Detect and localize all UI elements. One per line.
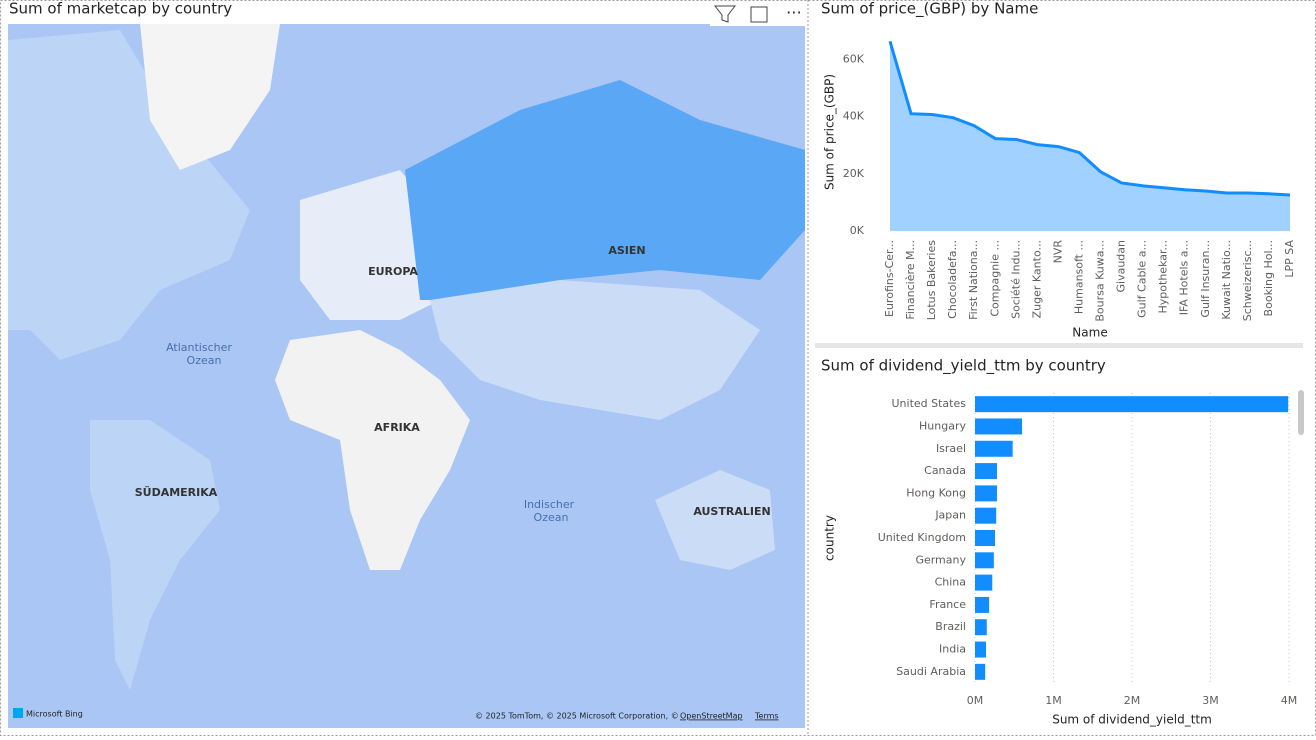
x-tick-label: Chocoladefa... <box>946 240 959 319</box>
bing-brand: Microsoft Bing <box>26 710 83 719</box>
bar <box>975 552 994 569</box>
x-tick-label: Hypothekar... <box>1157 240 1170 313</box>
map-label: SÜDAMERIKA <box>135 485 218 499</box>
x-tick-label: Boursa Kuwa... <box>1094 240 1107 322</box>
map-label: AUSTRALIEN <box>693 505 770 518</box>
greenland <box>140 24 280 170</box>
australia <box>655 470 775 570</box>
map-land <box>8 24 805 690</box>
x-axis-title: Sum of dividend_yield_ttm <box>1052 713 1212 727</box>
y-tick-label: Canada <box>924 464 966 477</box>
visual-header: ⋯ <box>710 2 806 26</box>
y-tick-label: Israel <box>936 442 966 455</box>
x-tick-label: 0M <box>967 694 984 707</box>
bar <box>975 507 997 524</box>
x-tick-label: Kuwait Natio... <box>1220 240 1233 320</box>
x-tick-label: LPP SA <box>1283 240 1296 278</box>
y-tick-label: India <box>939 643 966 656</box>
y-tick-label: United States <box>892 397 967 410</box>
south-america <box>90 420 220 690</box>
y-tick-label: 40K <box>843 110 865 123</box>
x-tick-label: Société Indu... <box>1009 240 1022 319</box>
x-tick-label: Gulf Cable a... <box>1136 240 1149 318</box>
x-tick-label: Financière M... <box>904 240 917 320</box>
map-label: EUROPA <box>368 265 418 278</box>
map-label: AFRIKA <box>374 421 420 434</box>
bar <box>975 396 1289 413</box>
attribution: © 2025 TomTom, © 2025 Microsoft Corporat… <box>475 712 679 721</box>
x-tick-label: 1M <box>1045 694 1062 707</box>
ocean-label: Ozean <box>534 511 569 524</box>
ocean-label: Atlantischer <box>166 341 232 354</box>
bar <box>975 574 993 591</box>
x-tick-label: Humansoft ... <box>1072 240 1085 314</box>
x-tick-label: Compagnie ... <box>988 240 1001 317</box>
focus-icon[interactable] <box>750 6 768 23</box>
bar <box>975 641 986 658</box>
scrollbar[interactable] <box>815 343 1303 348</box>
area <box>890 41 1290 231</box>
y-tick-label: China <box>935 576 966 589</box>
y-tick-label: 60K <box>843 52 865 65</box>
bing-logo <box>13 708 23 718</box>
y-tick-label: Germany <box>915 553 966 566</box>
bar <box>975 440 1013 457</box>
bar <box>975 619 987 636</box>
y-tick-label: Brazil <box>935 620 966 633</box>
x-tick-label: Booking Hol... <box>1262 240 1275 316</box>
x-tick-label: Givaudan <box>1115 240 1128 293</box>
map-title: Sum of marketcap by country <box>9 0 232 18</box>
scrollbar[interactable] <box>1298 390 1304 435</box>
line <box>888 40 1291 197</box>
asia <box>430 280 760 420</box>
bar <box>975 663 986 680</box>
y-tick-label: United Kingdom <box>878 531 966 544</box>
y-tick-label: 20K <box>843 167 865 180</box>
x-tick-label: IFA Hotels a... <box>1178 240 1191 315</box>
bar <box>975 530 996 546</box>
ocean-label: Indischer <box>524 498 575 511</box>
x-tick-label: NVR <box>1051 240 1064 264</box>
x-tick-label: First Nationa... <box>967 240 980 320</box>
bar <box>975 418 1023 435</box>
osm-link[interactable]: OpenStreetMap <box>680 712 743 721</box>
bar <box>975 596 990 613</box>
chart-title: Sum of price_(GBP) by Name <box>821 0 1038 19</box>
x-tick-label: Schweizerisc... <box>1241 240 1254 321</box>
x-tick-label: Lotus Bakeries <box>925 240 938 321</box>
bar <box>975 463 997 480</box>
x-tick-label: Eurofins-Cer... <box>883 240 896 317</box>
y-tick-label: Saudi Arabia <box>896 665 966 678</box>
y-tick-label: 0K <box>850 224 865 237</box>
africa <box>275 330 470 570</box>
europe <box>300 170 440 320</box>
y-tick-label: Japan <box>934 509 966 522</box>
map-label: ASIEN <box>608 244 645 257</box>
y-axis-title: Sum of price_(GBP) <box>823 74 837 190</box>
x-tick-label: 2M <box>1124 694 1141 707</box>
terms-link[interactable]: Terms <box>754 712 779 721</box>
x-tick-label: 4M <box>1281 694 1298 707</box>
y-tick-label: Hungary <box>919 419 966 432</box>
y-tick-label: Hong Kong <box>906 486 966 499</box>
bar <box>975 485 997 502</box>
x-tick-label: Zuger Kanto... <box>1030 240 1043 318</box>
more-icon[interactable]: ⋯ <box>786 3 802 22</box>
y-tick-label: France <box>929 598 966 611</box>
x-axis-title: Name <box>1072 326 1107 340</box>
x-tick-label: Gulf Insuran... <box>1199 240 1212 318</box>
filter-icon[interactable] <box>713 5 737 23</box>
chart-title: Sum of dividend_yield_ttm by country <box>821 357 1106 376</box>
ocean-label: Ozean <box>187 354 222 367</box>
north-america <box>8 30 250 360</box>
russia <box>405 80 805 300</box>
x-tick-label: 3M <box>1202 694 1219 707</box>
y-axis-title: country <box>823 515 837 561</box>
